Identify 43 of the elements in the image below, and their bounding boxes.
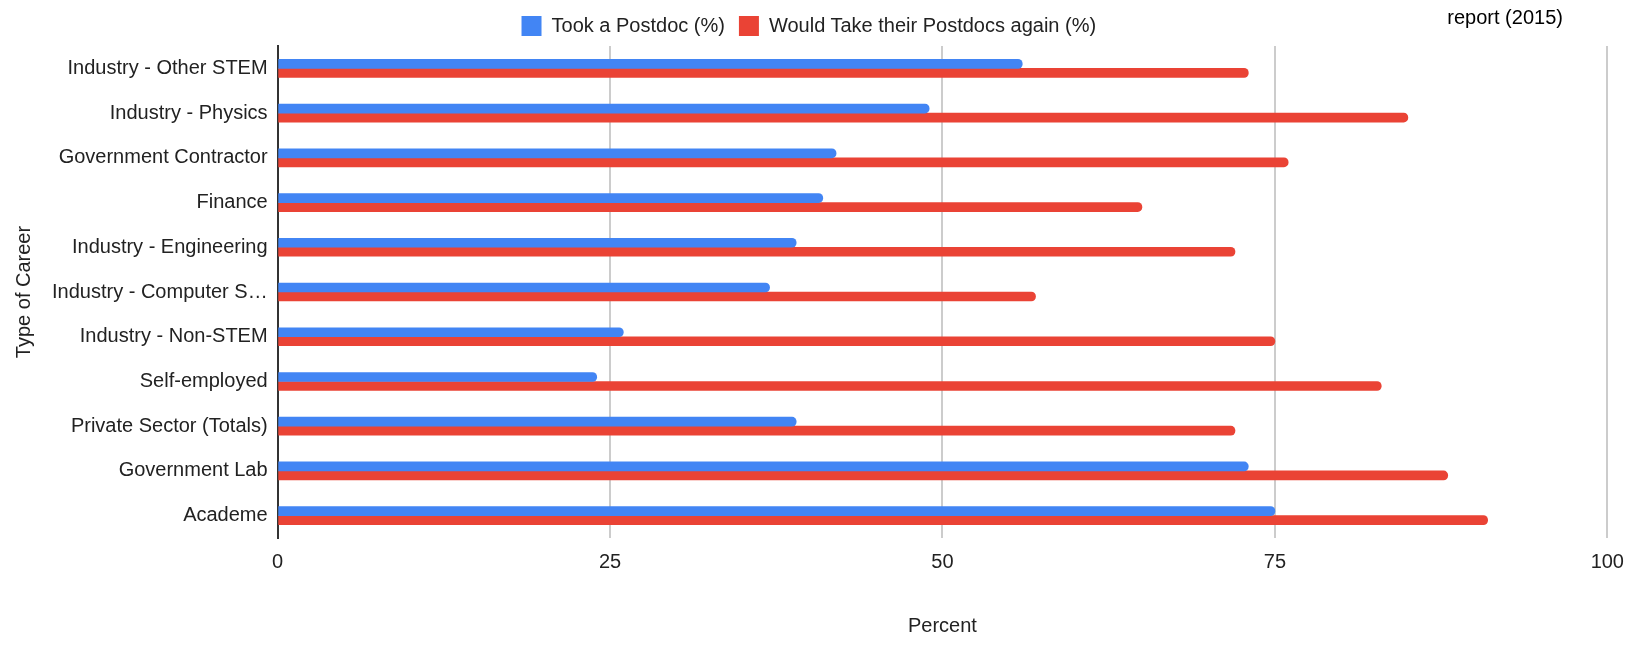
x-tick-label: 50 <box>931 549 954 572</box>
bar <box>278 148 837 159</box>
bar <box>278 372 598 382</box>
bar <box>278 416 797 427</box>
bar <box>278 112 1409 123</box>
legend-label: Would Take their Postdocs again (%) <box>768 13 1097 36</box>
y-tick-label: Industry - Non-STEM <box>79 324 268 347</box>
bar <box>278 336 1276 347</box>
legend-label: Took a Postdoc (%) <box>551 13 725 36</box>
y-tick-label: Private Sector (Totals) <box>70 413 268 436</box>
y-tick-label: Government Contractor <box>58 145 268 168</box>
bar <box>278 193 824 203</box>
y-tick-label: Industry - Other STEM <box>67 55 268 78</box>
x-axis-title: Percent <box>908 613 978 636</box>
y-tick-label: Finance <box>196 190 268 213</box>
y-tick-label: Industry - Engineering <box>71 234 268 257</box>
x-tick-label: 25 <box>598 549 622 572</box>
y-tick-label: Industry - Computer S… <box>52 279 268 302</box>
y-tick-label: Industry - Physics <box>109 100 268 123</box>
x-tick-label: 75 <box>1263 549 1287 572</box>
bar <box>278 246 1236 257</box>
bar <box>278 506 1276 516</box>
bar <box>278 237 797 248</box>
bar <box>278 282 770 293</box>
bar <box>278 461 1249 472</box>
bar <box>278 202 1143 212</box>
bar <box>278 425 1236 436</box>
bar <box>278 381 1382 391</box>
bar <box>278 515 1488 525</box>
y-tick-label: Academe <box>183 503 268 526</box>
y-axis-title: Type of Career <box>11 225 34 359</box>
y-tick-label: Self-employed <box>139 368 268 391</box>
x-tick-label: 0 <box>272 549 284 572</box>
text: report (2015) <box>1447 6 1563 29</box>
y-tick-label: Government Lab <box>118 458 268 481</box>
bar <box>278 68 1249 78</box>
bar <box>278 157 1289 168</box>
bar <box>278 291 1036 302</box>
bar <box>278 103 930 114</box>
bar <box>278 59 1023 69</box>
x-tick-label: 100 <box>1590 549 1624 572</box>
bar <box>278 470 1449 481</box>
bar <box>278 327 624 338</box>
